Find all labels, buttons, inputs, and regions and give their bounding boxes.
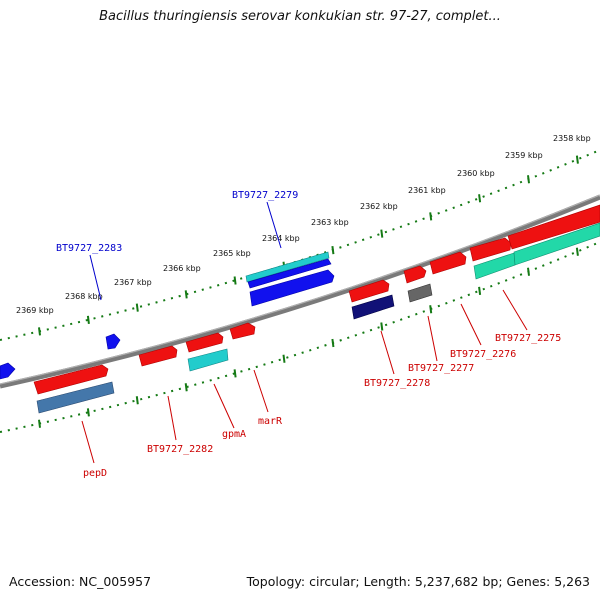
scale-label: 2363 kbp xyxy=(311,218,349,227)
gene-label-bt9727-2275[interactable]: BT9727_2275 xyxy=(495,333,561,344)
major-ticks xyxy=(38,155,579,428)
major-tick xyxy=(135,303,139,312)
gene-arrow-2282[interactable] xyxy=(138,345,178,367)
gene-label-bt9727-2278[interactable]: BT9727_2278 xyxy=(364,378,430,389)
gene-label-bt9727-2276[interactable]: BT9727_2276 xyxy=(450,349,516,360)
leader-line xyxy=(253,369,269,413)
scale-label: 2368 kbp xyxy=(65,292,103,301)
scale-label: 2359 kbp xyxy=(505,151,543,160)
topology-summary: Topology: circular; Length: 5,237,682 bp… xyxy=(246,574,590,589)
genome-backbone xyxy=(0,194,600,389)
scale-label: 2364 kbp xyxy=(262,234,300,243)
gene-label-bt9727-2283[interactable]: BT9727_2283 xyxy=(56,243,122,254)
gene-arrow-2276[interactable] xyxy=(429,251,467,275)
major-tick xyxy=(478,194,482,203)
gene-arrow-gpma[interactable] xyxy=(185,332,224,353)
gene-label-gpma[interactable]: gpmA xyxy=(222,429,246,440)
gene-arrow-2278[interactable] xyxy=(348,279,390,303)
gene-bar-2279-blue[interactable] xyxy=(247,258,332,289)
scale-label: 2366 kbp xyxy=(163,264,201,273)
scale-label: 2367 kbp xyxy=(114,278,152,287)
major-tick xyxy=(527,175,530,184)
genome-backbone-highlight xyxy=(0,194,600,385)
major-tick xyxy=(184,383,188,392)
gene-bar-gpma[interactable] xyxy=(187,348,229,372)
scale-label: 2369 kbp xyxy=(16,306,54,315)
gene-bar-2278[interactable] xyxy=(351,294,395,320)
gene-label-bt9727-2277[interactable]: BT9727_2277 xyxy=(408,363,474,374)
major-tick xyxy=(233,369,237,378)
major-tick xyxy=(380,322,384,331)
major-tick xyxy=(38,327,41,336)
major-tick xyxy=(184,290,188,299)
gene-arrow-pepd[interactable] xyxy=(33,364,109,395)
scale-label: 2360 kbp xyxy=(457,169,495,178)
scale-label: 2358 kbp xyxy=(553,134,591,143)
major-tick xyxy=(38,419,41,428)
major-tick xyxy=(380,229,384,238)
gene-bar-2277[interactable] xyxy=(407,283,433,303)
gene-arrow-2279[interactable] xyxy=(249,269,335,307)
major-tick xyxy=(331,338,335,348)
major-tick xyxy=(86,315,90,325)
scale-label: 2365 kbp xyxy=(213,249,251,258)
scale-label: 2362 kbp xyxy=(360,202,398,211)
gene-bar-2279-cyan[interactable] xyxy=(245,251,330,283)
major-tick xyxy=(282,354,286,363)
leader-line xyxy=(81,420,95,464)
gene-arrow-2283[interactable] xyxy=(105,333,121,350)
gene-label-bt9727-2279[interactable]: BT9727_2279 xyxy=(232,190,298,201)
major-tick xyxy=(331,245,335,255)
leader-line xyxy=(380,330,395,375)
leader-line xyxy=(266,201,282,249)
leader-line xyxy=(167,395,177,441)
gene-bar-pepd[interactable] xyxy=(36,381,115,414)
major-tick xyxy=(429,305,433,314)
scale-label: 2361 kbp xyxy=(408,186,446,195)
major-tick xyxy=(135,396,139,405)
major-tick xyxy=(233,276,237,285)
leader-line xyxy=(213,383,235,429)
gene-arrow-a[interactable] xyxy=(469,237,512,262)
gene-bar-2275[interactable] xyxy=(513,222,600,266)
accession-text: Accession: NC_005957 xyxy=(9,574,152,589)
major-tick xyxy=(478,286,482,296)
gene-label-bt9727-2282[interactable]: BT9727_2282 xyxy=(147,444,213,455)
leader-line xyxy=(427,315,438,362)
major-tick xyxy=(527,267,530,276)
gene-arrow-edge[interactable] xyxy=(0,362,16,380)
map-title: Bacillus thuringiensis serovar konkukian… xyxy=(99,9,501,24)
major-tick xyxy=(429,212,433,221)
gene-label-pepd[interactable]: pepD xyxy=(83,468,107,479)
leader-line xyxy=(460,303,482,346)
major-tick xyxy=(575,247,579,256)
leader-line xyxy=(502,289,528,331)
leader-line xyxy=(89,254,102,301)
major-tick xyxy=(86,408,90,417)
gene-label-marr[interactable]: marR xyxy=(258,416,283,427)
major-tick xyxy=(575,155,579,164)
gene-arrow-2277[interactable] xyxy=(403,265,427,284)
gene-arrow-marr[interactable] xyxy=(229,322,256,340)
gene-arrow-2275[interactable] xyxy=(507,204,600,250)
